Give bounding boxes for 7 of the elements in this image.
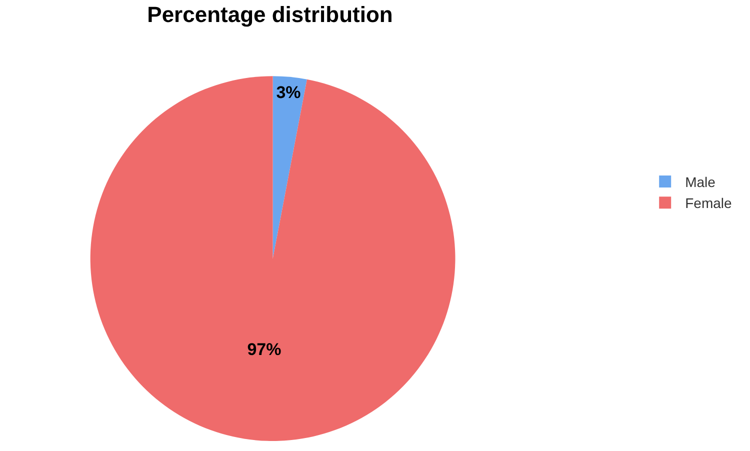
- legend-label: Female: [685, 195, 732, 212]
- data-label: 97%: [247, 340, 282, 359]
- data-label: 3%: [276, 83, 301, 102]
- pie-slice: [90, 76, 456, 441]
- pie-slice: [272, 76, 307, 259]
- chart-title: Percentage distribution: [147, 2, 393, 28]
- legend-label: Male: [685, 174, 716, 190]
